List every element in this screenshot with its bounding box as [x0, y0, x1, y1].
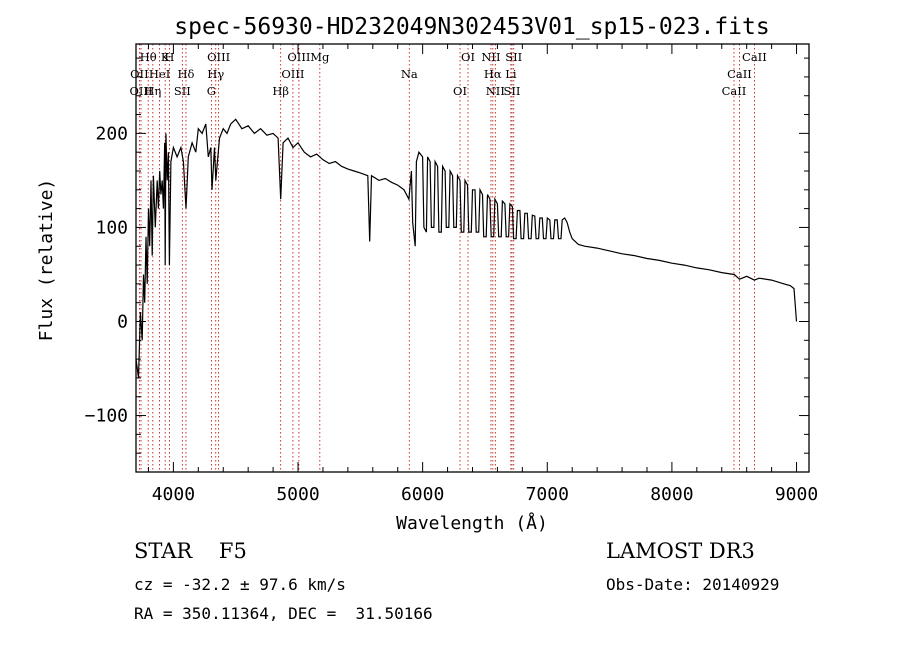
x-tick-label: 5000	[276, 484, 319, 505]
observation-date: Obs-Date: 20140929	[606, 575, 780, 594]
chart-title: spec-56930-HD232049N302453V01_sp15-023.f…	[174, 14, 769, 40]
x-tick-label: 4000	[152, 484, 195, 505]
line-marker-label: SII	[505, 50, 522, 64]
x-tick-label: 8000	[650, 484, 693, 505]
line-marker-label: CaII	[742, 50, 767, 64]
plot-frame	[135, 43, 810, 473]
y-tick-label: 200	[95, 123, 128, 144]
line-marker-label: Hγ	[207, 67, 224, 81]
survey-name: LAMOST DR3	[606, 539, 755, 563]
spectrum-line	[135, 118, 798, 378]
y-axis-label: Flux (relative)	[36, 179, 57, 342]
redshift-cz: cz = -32.2 ± 97.6 km/s	[134, 575, 346, 594]
line-marker-label: Hθ	[140, 50, 157, 64]
y-tick-label: −100	[85, 406, 128, 427]
x-tick-label: 6000	[401, 484, 444, 505]
line-marker-label: Hα	[484, 67, 502, 81]
line-marker-label: Hη	[144, 84, 161, 98]
y-tick-label: 0	[117, 311, 128, 332]
line-marker-label: OI	[461, 50, 475, 64]
line-marker-label: OII	[130, 67, 149, 81]
line-marker-label: OIII	[129, 84, 152, 98]
line-marker-label: CaII	[727, 67, 752, 81]
x-axis-label: Wavelength (Å)	[396, 512, 548, 534]
y-tick-label: 100	[95, 217, 128, 238]
line-marker-label: HeI	[149, 67, 170, 81]
x-tick-label: 9000	[775, 484, 818, 505]
axis-ticks	[136, 44, 809, 472]
line-markers	[138, 44, 755, 472]
x-tick-label: 7000	[526, 484, 569, 505]
line-marker-label: SII	[174, 84, 191, 98]
line-marker-label: Hδ	[177, 67, 194, 81]
line-marker-label: OI	[453, 84, 467, 98]
object-class: STAR F5	[134, 539, 247, 563]
line-marker-label: OIII	[281, 67, 304, 81]
line-marker-label: K	[161, 50, 170, 64]
coordinates: RA = 350.11364, DEC = 31.50166	[134, 604, 433, 623]
line-marker-label: NII	[486, 84, 505, 98]
line-marker-label: Hβ	[272, 84, 289, 98]
line-marker-label: NII	[481, 50, 500, 64]
line-marker-label: OIII	[207, 50, 230, 64]
line-marker-labels: Hθ OII OIII K HeI Hη HHδ SII OIII Hγ G OIII OIII Hβ Mg…	[129, 50, 766, 98]
line-marker-label: G	[207, 84, 216, 98]
line-marker-label: Li	[505, 67, 517, 81]
line-marker-label: SII	[504, 84, 521, 98]
line-marker-label: Na	[401, 67, 418, 81]
line-marker-label: Mg	[310, 50, 330, 64]
y-tick-labels: −100 0 100 200	[85, 123, 128, 426]
line-marker-label: CaII	[722, 84, 747, 98]
x-tick-labels: 4000 5000 6000 7000 8000 9000	[152, 484, 819, 505]
line-marker-label: OIII	[287, 50, 310, 64]
line-marker-label: H	[164, 50, 174, 64]
